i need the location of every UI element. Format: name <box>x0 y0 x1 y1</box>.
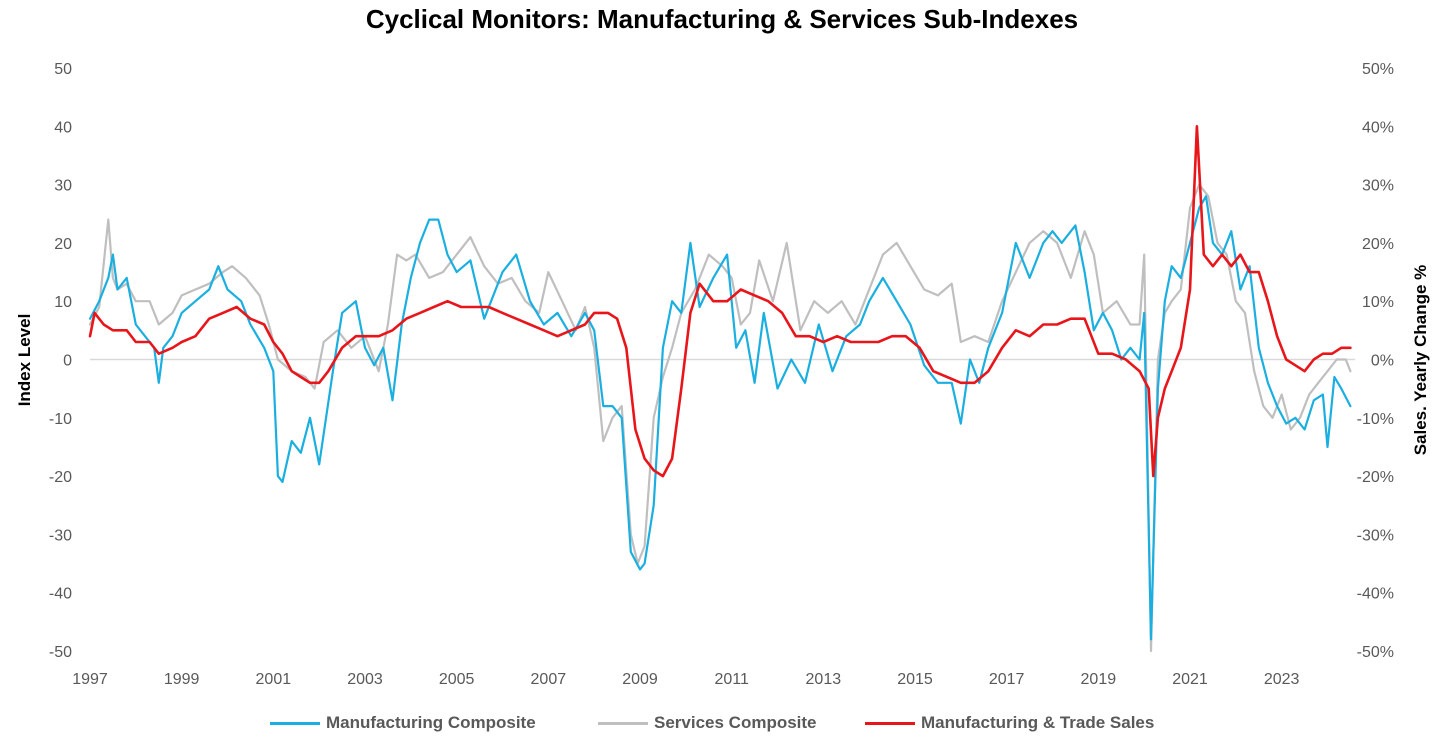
y-tick-right-label: -10% <box>1357 411 1394 428</box>
legend-label-services-composite: Services Composite <box>654 713 817 732</box>
x-tick-label: 2015 <box>897 671 933 688</box>
y-tick-left-label: -20 <box>49 469 72 486</box>
legend-item-manufacturing-trade-sales: Manufacturing & Trade Sales <box>865 713 1154 733</box>
legend-swatch-services-composite <box>598 721 648 725</box>
x-tick-label: 2005 <box>439 671 475 688</box>
y-tick-right-label: 0% <box>1371 353 1394 370</box>
y-tick-right-label: -40% <box>1357 586 1394 603</box>
x-tick-label: 2009 <box>622 671 658 688</box>
services-composite-line <box>88 183 1352 653</box>
y-tick-right-label: 50% <box>1362 61 1394 78</box>
y-tick-right-label: 10% <box>1362 294 1394 311</box>
chart-title: Cyclical Monitors: Manufacturing & Servi… <box>365 4 1079 34</box>
x-tick-label: 2023 <box>1264 671 1300 688</box>
chart-legend: Manufacturing Composite Services Composi… <box>0 713 1444 739</box>
manufacturing-trade-sales-line <box>88 125 1352 478</box>
y-tick-left-label: -50 <box>49 644 72 661</box>
y-tick-right-label: -30% <box>1357 527 1394 544</box>
y-tick-left-label: -10 <box>49 411 72 428</box>
y-tick-left-label: -30 <box>49 527 72 544</box>
x-tick-label: 2001 <box>256 671 292 688</box>
legend-label-manufacturing-trade-sales: Manufacturing & Trade Sales <box>921 713 1155 732</box>
y-tick-right-label: 40% <box>1362 119 1394 136</box>
legend-item-manufacturing-composite: Manufacturing Composite <box>270 713 536 733</box>
x-tick-label: 1999 <box>164 671 200 688</box>
y-tick-left-label: -40 <box>49 586 72 603</box>
y-tick-left-label: 20 <box>54 236 72 253</box>
legend-item-services-composite: Services Composite <box>598 713 817 733</box>
y-tick-right-label: 20% <box>1362 236 1394 253</box>
y-tick-left-label: 50 <box>54 61 72 78</box>
legend-swatch-manufacturing-composite <box>270 721 320 725</box>
y-tick-left-label: 30 <box>54 178 72 195</box>
x-tick-label: 2021 <box>1172 671 1208 688</box>
legend-label-manufacturing-composite: Manufacturing Composite <box>326 713 536 732</box>
x-tick-label: 2011 <box>714 671 749 688</box>
manufacturing-composite-line <box>88 195 1352 641</box>
y-tick-right-label: -50% <box>1357 644 1394 661</box>
y-tick-right-label: -20% <box>1357 469 1394 486</box>
x-tick-label: 2007 <box>531 671 567 688</box>
x-tick-label: 1997 <box>72 671 108 688</box>
x-tick-label: 2019 <box>1081 671 1117 688</box>
y-tick-left-label: 0 <box>63 353 72 370</box>
legend-swatch-manufacturing-trade-sales <box>865 721 915 725</box>
y-tick-right-label: 30% <box>1362 178 1394 195</box>
x-tick-label: 2013 <box>806 671 842 688</box>
y-tick-left-label: 10 <box>54 294 72 311</box>
y-tick-left-label: 40 <box>54 119 72 136</box>
x-tick-label: 2003 <box>347 671 383 688</box>
x-tick-label: 2017 <box>989 671 1025 688</box>
